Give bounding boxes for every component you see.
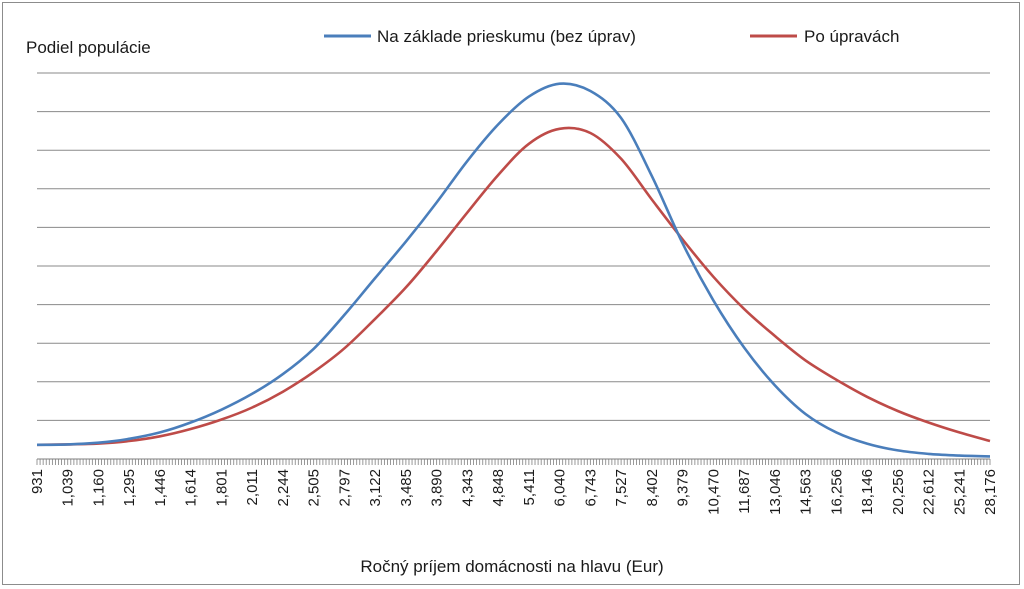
x-tick-label: 4,343	[459, 469, 476, 507]
legend: Na základe prieskumu (bez úprav) Po úpra…	[324, 27, 899, 46]
x-axis: 931 1,039 1,160 1,295 1,446 1,614 1,801 2,011 2,…	[29, 458, 999, 515]
x-tick-label: 5,411	[521, 469, 538, 505]
x-tick-label: 6,743	[582, 469, 599, 507]
x-tick-label: 9,379	[675, 469, 692, 507]
x-tick-label: 1,295	[121, 469, 138, 507]
x-tick-label: 3,122	[367, 469, 384, 507]
x-tick-label: 3,485	[398, 469, 415, 507]
x-tick-label: 22,612	[921, 469, 938, 515]
x-tick-label: 11,687	[736, 469, 753, 514]
x-tick-label: 16,256	[828, 469, 845, 515]
x-tick-label: 2,244	[275, 469, 292, 507]
x-tick-label: 2,797	[336, 469, 353, 507]
x-tick-label: 8,402	[644, 469, 661, 507]
x-tick-label: 10,470	[705, 469, 722, 515]
x-tick-label: 1,039	[60, 469, 77, 507]
series-line-1	[36, 82, 991, 458]
x-tick-label: 25,241	[951, 469, 968, 515]
x-tick-label: 2,505	[306, 469, 323, 507]
x-axis-label: Ročný príjem domácnosti na hlavu (Eur)	[360, 557, 663, 576]
x-tick-label: 6,040	[552, 469, 569, 507]
x-tick-label: 7,527	[613, 469, 630, 507]
x-tick-label: 14,563	[798, 469, 815, 515]
legend-label-series-2: Po úpravách	[804, 27, 899, 46]
x-tick-label: 931	[29, 469, 46, 494]
x-tick-label: 1,614	[183, 469, 200, 507]
x-tick-label: 13,046	[767, 469, 784, 515]
x-tick-label: 1,801	[213, 469, 230, 507]
x-tick-label: 1,160	[90, 469, 107, 507]
x-tick-label: 2,011	[244, 469, 261, 505]
y-gridlines	[37, 72, 990, 421]
x-tick-label: 28,176	[982, 469, 999, 515]
y-axis-label: Podiel populácie	[26, 38, 151, 57]
legend-label-series-1: Na základe prieskumu (bez úprav)	[377, 27, 636, 46]
x-tick-label: 1,446	[152, 469, 169, 507]
x-tick-label: 4,848	[490, 469, 507, 507]
x-tick-label: 3,890	[429, 469, 446, 507]
series-layer	[36, 82, 991, 458]
x-tick-label: 20,256	[890, 469, 907, 515]
series-line-2	[36, 126, 991, 447]
x-tick-label: 18,146	[859, 469, 876, 515]
